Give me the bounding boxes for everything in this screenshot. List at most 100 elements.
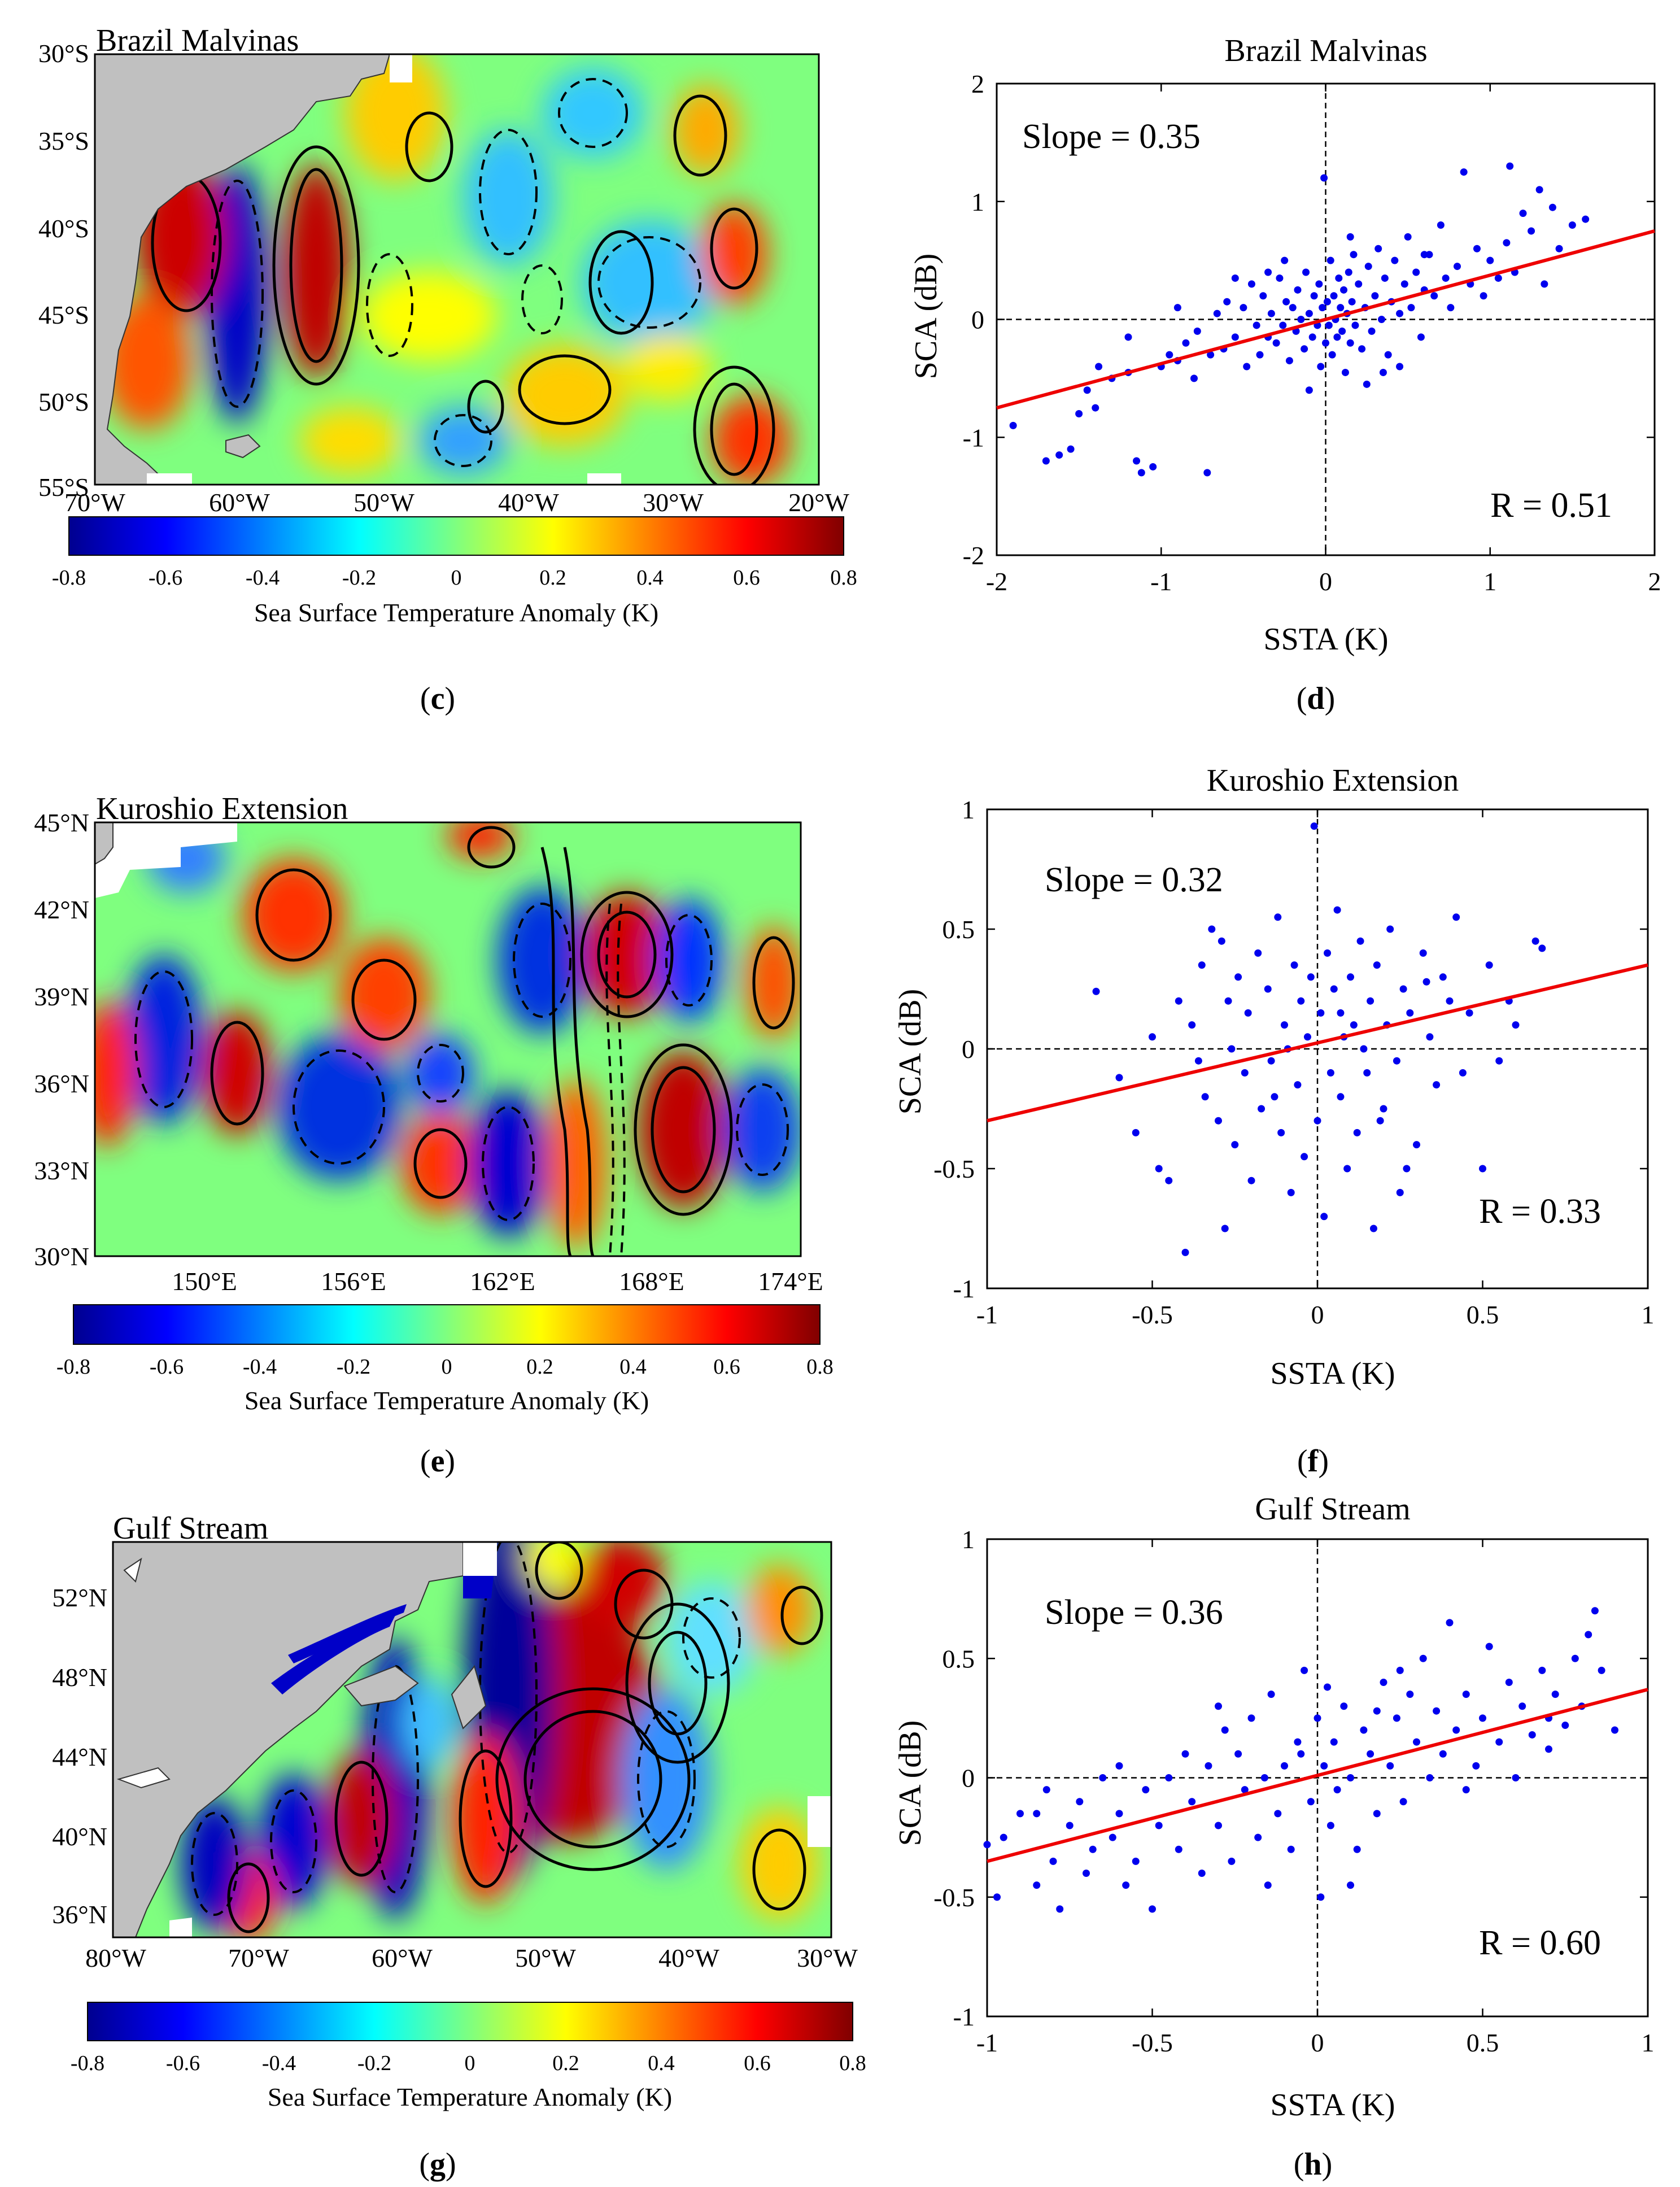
lat-tick: 48°N (52, 1663, 107, 1692)
scatter-gulf-ylabel: SCA (dB) (893, 1720, 928, 1846)
scatter-point (1374, 245, 1382, 252)
scatter-point (1538, 944, 1546, 952)
x-tick-label: -2 (986, 567, 1007, 596)
scatter-point (1446, 1619, 1454, 1627)
scatter-point (1538, 1666, 1546, 1674)
x-tick-label: 2 (1648, 567, 1661, 596)
scatter-point (1406, 1009, 1414, 1017)
scatter-point (1495, 1738, 1503, 1746)
scatter-point (1386, 925, 1394, 933)
scatter-point (1396, 1188, 1404, 1196)
scatter-point (1347, 1881, 1354, 1889)
y-tick-label: 0 (962, 1035, 975, 1064)
scatter-point (1379, 368, 1387, 376)
scatter-point (1314, 1714, 1321, 1722)
scatter-point (1042, 457, 1050, 465)
lon-tick: 80°W (85, 1944, 146, 1972)
cb-tick: 0.4 (648, 2051, 675, 2075)
scatter-point (1343, 1165, 1351, 1173)
x-tick-label: -1 (976, 2028, 998, 2057)
scatter-point (1234, 1750, 1242, 1758)
scatter-point (1328, 351, 1336, 359)
cb-tick: 0 (465, 2051, 475, 2075)
scatter-point (1367, 1750, 1374, 1758)
scatter-point (1198, 1870, 1206, 1877)
scatter-point (1218, 937, 1225, 945)
y-tick-label: 1 (962, 1525, 975, 1554)
scatter-point (1548, 203, 1556, 211)
scatter-point (993, 1893, 1001, 1901)
scatter-point (1317, 363, 1325, 371)
map-kuroshio-lat-ticks: 45°N 42°N 39°N 36°N 33°N 30°N (34, 808, 89, 1271)
cb-tick: 0.2 (552, 2051, 579, 2075)
scatter-gulf: Gulf Stream Slope = 0.36 R = 0.60 SSTA (… (893, 1492, 1655, 2182)
scatter-point (1000, 1833, 1007, 1841)
y-tick-label: 0.5 (942, 1644, 975, 1673)
scatter-point (1289, 304, 1297, 312)
scatter-point (1452, 1726, 1460, 1734)
scatter-point (1305, 310, 1313, 317)
scatter-point (1083, 386, 1091, 394)
scatter-point (1274, 1810, 1282, 1818)
scatter-point (1371, 292, 1379, 300)
scatter-point (1294, 286, 1302, 294)
scatter-point (1181, 1750, 1189, 1758)
scatter-point (1407, 304, 1415, 312)
map-kuroshio-lon-ticks: 150°E 156°E 162°E 168°E 174°E (172, 1267, 823, 1296)
scatter-point (1241, 1786, 1249, 1794)
scatter-point (1454, 263, 1461, 271)
cb-tick: 0 (451, 566, 462, 590)
scatter-point (1437, 221, 1445, 229)
scatter-point (1276, 274, 1284, 282)
scatter-point (1149, 463, 1157, 470)
scatter-point (1132, 1129, 1140, 1136)
scatter-point (1281, 1021, 1288, 1029)
scatter-point (1446, 997, 1454, 1005)
scatter-point (1190, 374, 1198, 382)
scatter-point (1267, 1691, 1275, 1698)
scatter-point (1426, 1774, 1434, 1781)
scatter-point (1215, 1702, 1222, 1710)
scatter-point (1137, 469, 1145, 477)
scatter-brazil-slope: Slope = 0.35 (1022, 117, 1201, 156)
scatter-point (1485, 961, 1493, 969)
y-tick-label: 0 (971, 306, 984, 334)
x-tick-label: 0.5 (1467, 2028, 1499, 2057)
scatter-point (1399, 1798, 1407, 1806)
scatter-point (1486, 256, 1494, 264)
lon-tick: 50°W (515, 1944, 576, 1972)
lat-tick: 55°S (38, 473, 89, 502)
scatter-point (1310, 822, 1318, 830)
scatter-point (1333, 1786, 1341, 1794)
cb-tick: -0.6 (166, 2051, 200, 2075)
map-kuroshio-title: Kuroshio Extension (96, 791, 348, 826)
colorbar-gulf-ticks: -0.8 -0.6 -0.4 -0.2 0 0.2 0.4 0.6 0.8 (71, 2051, 866, 2075)
scatter-point (1480, 292, 1487, 300)
lat-tick: 42°N (34, 895, 89, 924)
scatter-point (1234, 973, 1242, 981)
scatter-point (1404, 233, 1412, 241)
scatter-point (1205, 1762, 1212, 1770)
scatter-point (1386, 1762, 1394, 1770)
scatter-brazil-title: Brazil Malvinas (1224, 33, 1427, 68)
panel-label-c: (c) (420, 681, 455, 716)
scatter-point (1479, 1165, 1486, 1173)
x-tick-label: 0 (1311, 2028, 1324, 2057)
scatter-point (1346, 339, 1354, 347)
scatter-point (1317, 1893, 1325, 1901)
lat-tick: 45°N (34, 808, 89, 837)
y-tick-label: 0 (962, 1764, 975, 1793)
panel-label-e: (e) (420, 1444, 455, 1479)
scatter-point (1472, 1762, 1480, 1770)
scatter-point (1243, 363, 1251, 371)
scatter-gulf-r: R = 0.60 (1479, 1924, 1601, 1962)
scatter-point (1337, 1093, 1345, 1101)
scatter-point (1545, 1745, 1552, 1753)
scatter-point (1317, 1009, 1325, 1017)
scatter-point (1315, 280, 1323, 288)
scatter-point (1353, 1845, 1361, 1853)
cb-tick: 0.2 (539, 566, 566, 590)
scatter-point (1297, 997, 1305, 1005)
scatter-point (1381, 274, 1389, 282)
